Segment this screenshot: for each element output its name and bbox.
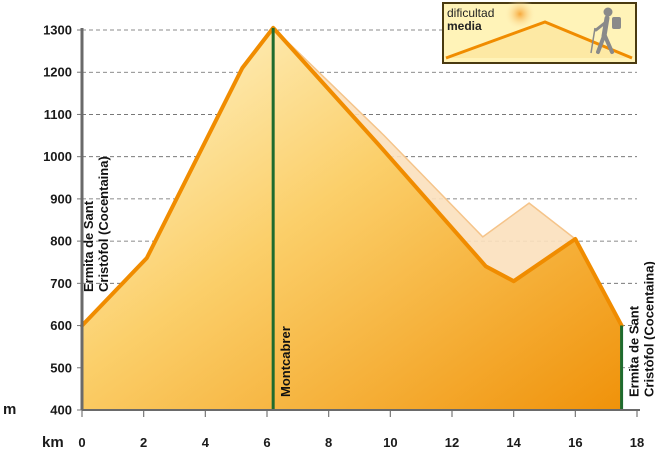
x-tick-label-14: 14 — [506, 435, 521, 450]
x-tick-label-16: 16 — [568, 435, 582, 450]
x-tick-label-6: 6 — [263, 435, 270, 450]
waypoint-label-2-0: Ermita de Sant — [627, 305, 642, 397]
y-tick-label-800: 800 — [50, 234, 72, 249]
waypoint-label-2-1: Cristòfol (Cocentaina) — [642, 261, 655, 397]
y-tick-label-700: 700 — [50, 276, 72, 291]
y-tick-label-400: 400 — [50, 403, 72, 418]
x-tick-label-0: 0 — [78, 435, 85, 450]
x-tick-label-12: 12 — [445, 435, 459, 450]
y-tick-label-1100: 1100 — [44, 107, 72, 122]
tick-labels: 400 500 600 700 800 900 1000 1100 1200 1300 0 2 4 6 8 1… — [43, 23, 644, 450]
waypoint-labels: Ermita de Sant Cristòfol (Cocentaina)Mont… — [81, 156, 655, 397]
x-tick-label-2: 2 — [140, 435, 147, 450]
y-tick-label-600: 600 — [50, 318, 72, 333]
y-tick-label-500: 500 — [50, 360, 72, 375]
difficulty-badge: dificultad media — [442, 0, 637, 64]
hiker-icon — [590, 7, 621, 54]
x-tick-label-10: 10 — [383, 435, 397, 450]
y-tick-label-1200: 1200 — [43, 65, 72, 80]
sun-icon — [504, 0, 536, 30]
waypoint-label-1-0: Montcabrer — [278, 326, 293, 397]
difficulty-mountain-icon — [445, 20, 633, 60]
difficulty-line1: dificultad — [447, 6, 494, 20]
main-profile-area — [82, 27, 622, 411]
waypoint-label-0-1: Cristòfol (Cocentaina) — [96, 156, 111, 292]
profile-area — [80, 25, 624, 411]
waypoint-label-0-0: Ermita de Sant — [81, 200, 96, 292]
x-tick-label-18: 18 — [630, 435, 644, 450]
main-profile-line — [80, 25, 624, 328]
y-tick-label-1000: 1000 — [43, 149, 72, 164]
x-tick-label-8: 8 — [325, 435, 332, 450]
y-tick-label-1300: 1300 — [43, 23, 72, 38]
difficulty-line2: media — [447, 19, 482, 33]
y-unit-label: m — [3, 401, 16, 418]
axes — [77, 28, 640, 417]
x-unit-label: km — [42, 434, 64, 450]
x-tick-label-4: 4 — [202, 435, 210, 450]
y-tick-label-900: 900 — [50, 191, 72, 206]
